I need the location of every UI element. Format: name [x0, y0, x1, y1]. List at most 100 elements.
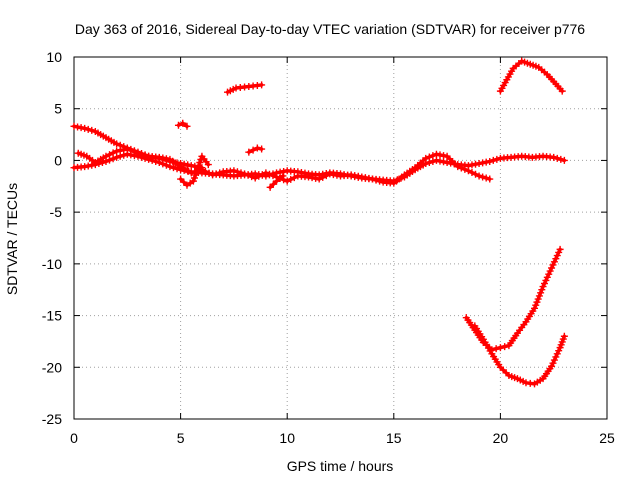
x-tick-label: 5: [177, 430, 185, 446]
data-point: [552, 255, 560, 263]
data-point: [237, 169, 245, 177]
data-point: [241, 170, 249, 178]
chart-title: Day 363 of 2016, Sidereal Day-to-day VTE…: [75, 21, 585, 37]
data-point: [550, 356, 558, 364]
data-point: [550, 258, 558, 266]
data-point: [548, 362, 556, 370]
data-point: [127, 146, 135, 154]
data-point: [123, 145, 131, 153]
data-point: [556, 245, 564, 253]
data-point: [535, 292, 543, 300]
data-point: [113, 140, 121, 148]
data-point: [532, 301, 540, 309]
data-point: [253, 144, 261, 152]
series-track-i: [496, 57, 566, 95]
data-point: [249, 146, 257, 154]
data-point: [169, 164, 177, 172]
data-point: [209, 171, 217, 179]
data-point: [540, 280, 548, 288]
y-tick-label: -10: [42, 256, 62, 272]
data-point: [486, 175, 494, 183]
data-point: [245, 148, 253, 156]
data-point: [486, 157, 494, 165]
data-point: [560, 156, 568, 164]
series-track-f: [266, 172, 287, 191]
data-point: [190, 174, 198, 182]
data-point: [180, 178, 188, 186]
data-point: [372, 176, 380, 184]
data-point: [196, 158, 204, 166]
x-tick-labels: 0 5 10 15 20 25: [70, 430, 615, 446]
data-point: [279, 172, 287, 180]
data-point: [552, 353, 560, 361]
x-axis-label: GPS time / hours: [287, 458, 394, 474]
data-point: [553, 350, 561, 358]
data-point: [248, 173, 256, 181]
data-point: [205, 169, 213, 177]
data-point: [287, 175, 295, 183]
data-point: [258, 145, 266, 153]
data-point: [368, 175, 376, 183]
plot-frame: [73, 56, 608, 420]
data-point: [216, 169, 224, 177]
data-point: [479, 173, 487, 181]
series-track-e: [245, 144, 266, 156]
data-point: [545, 270, 553, 278]
data-point: [177, 175, 185, 183]
data-point: [543, 273, 551, 281]
data-point: [159, 160, 167, 168]
data-point: [269, 172, 277, 180]
y-tick-label: -20: [42, 359, 62, 375]
series-track-g: [174, 119, 191, 130]
data-point: [193, 168, 201, 176]
data-point: [194, 165, 202, 173]
data-point: [539, 283, 547, 291]
y-tick-label: 0: [54, 152, 62, 168]
data-point: [189, 177, 197, 185]
y-tick-label: -15: [42, 308, 62, 324]
data-point: [560, 332, 568, 340]
data-point: [557, 155, 565, 163]
data-point: [116, 152, 124, 160]
data-point: [464, 167, 472, 175]
data-point: [113, 153, 121, 161]
data-point: [482, 174, 490, 182]
data-point: [315, 175, 323, 183]
data-point: [492, 345, 500, 353]
data-point: [496, 344, 504, 352]
data-point: [195, 162, 203, 170]
data-point: [283, 177, 291, 185]
data-point: [258, 171, 266, 179]
data-point: [174, 121, 182, 129]
data-point: [192, 171, 200, 179]
data-point: [88, 126, 96, 134]
x-tick-label: 25: [599, 430, 615, 446]
data-point: [422, 154, 430, 162]
data-point: [265, 170, 273, 178]
x-tick-label: 0: [70, 430, 78, 446]
axes: [73, 56, 608, 420]
data-point: [534, 295, 542, 303]
data-point: [233, 168, 241, 176]
y-tick-label: 5: [54, 101, 62, 117]
data-point: [212, 170, 220, 178]
data-point: [548, 264, 556, 272]
data-point: [109, 155, 117, 163]
series-track-h: [224, 81, 266, 96]
data-point: [187, 169, 195, 177]
data-point: [266, 183, 274, 191]
data-point: [546, 267, 554, 275]
data-point: [198, 166, 206, 174]
data-point: [106, 151, 114, 159]
data-point: [461, 165, 469, 173]
data-point: [549, 261, 557, 269]
data-point: [558, 87, 566, 95]
data-point: [553, 252, 561, 260]
data-point: [555, 347, 563, 355]
data-point: [475, 172, 483, 180]
data-point: [501, 343, 509, 351]
data-point: [468, 168, 476, 176]
data-point: [201, 167, 209, 175]
data-series: [70, 57, 568, 388]
